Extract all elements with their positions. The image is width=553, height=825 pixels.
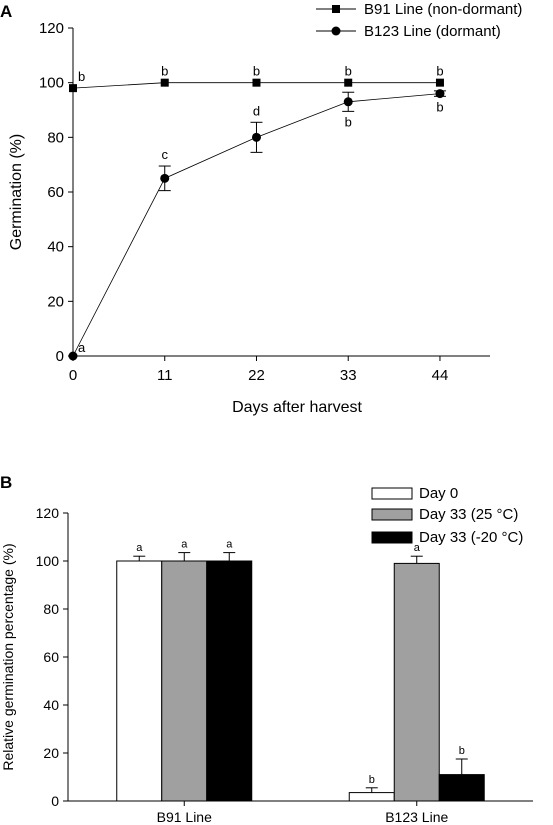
chart-b-bar bbox=[161, 560, 208, 802]
chart-a-legend: B91 Line (non-dormant) B123 Line (dorman… bbox=[316, 1, 522, 40]
chart-b-sig-letter: a bbox=[226, 539, 233, 551]
chart-b-sig-letter: b bbox=[459, 745, 465, 757]
chart-a-sig-letter: b bbox=[161, 64, 168, 79]
chart-a: 0 20 40 60 80 100 120 0 11 22 33 44 b b b b b a c d b b bbox=[39, 20, 490, 384]
chart-a-sig-letter: c bbox=[161, 147, 168, 162]
chart-a-y-tick-label: 0 bbox=[56, 348, 64, 365]
chart-a-sig-letter: a bbox=[78, 340, 86, 355]
chart-b-y-tick-label: 60 bbox=[43, 649, 59, 665]
chart-a-point-square bbox=[435, 78, 444, 87]
chart-a-point-circle bbox=[435, 89, 445, 99]
chart-a-y-title: Germination (%) bbox=[8, 134, 25, 250]
chart-a-sig-letter: b bbox=[345, 64, 352, 79]
legend-b-label-1: Day 0 bbox=[419, 485, 458, 502]
chart-a-sig-letter: b bbox=[436, 64, 443, 79]
chart-a-sig-letter: d bbox=[253, 103, 260, 118]
chart-a-sig-letter: b bbox=[253, 64, 260, 79]
chart-b-y-tick-label: 0 bbox=[51, 793, 59, 809]
legend-a-label-2: B123 Line (dormant) bbox=[364, 23, 501, 40]
legend-b-swatch-2 bbox=[371, 508, 413, 521]
chart-b-sig-letter: a bbox=[181, 539, 188, 551]
chart-b-bar bbox=[206, 560, 253, 802]
legend-a-square-marker bbox=[332, 5, 340, 13]
chart-a-point-square bbox=[69, 84, 77, 93]
panel-b-letter: B bbox=[0, 473, 12, 492]
chart-b-category-label: B123 Line bbox=[385, 809, 448, 825]
chart-a-sig-letter: b bbox=[345, 114, 352, 129]
chart-a-y-tick-label: 120 bbox=[39, 20, 64, 37]
chart-a-point-circle bbox=[251, 132, 261, 142]
chart-a-x-title: Days after harvest bbox=[232, 399, 362, 416]
chart-b-sig-letter: a bbox=[414, 542, 421, 554]
chart-b-legend: Day 0 Day 33 (25 °C) Day 33 (-20 °C) bbox=[371, 485, 523, 546]
chart-a-sig-letter: b bbox=[78, 69, 85, 84]
chart-b-y-title: Relative germination percentage (%) bbox=[0, 543, 16, 770]
chart-a-y-tick-label: 100 bbox=[39, 75, 64, 92]
legend-b-swatch-1 bbox=[371, 487, 413, 500]
legend-b-label-2: Day 33 (25 °C) bbox=[419, 506, 518, 523]
chart-b: 0 20 40 60 80 100 120 B91 Line a a a B123 Line b a b bbox=[36, 505, 533, 825]
chart-b-sig-letter: a bbox=[136, 542, 143, 554]
chart-b-y-tick-label: 20 bbox=[43, 745, 59, 761]
chart-a-point-square bbox=[252, 78, 261, 87]
legend-b-label-3: Day 33 (-20 °C) bbox=[419, 529, 523, 546]
chart-a-point-circle bbox=[68, 351, 78, 361]
chart-a-x-tick-label: 0 bbox=[69, 367, 77, 384]
chart-b-y-tick-label: 120 bbox=[36, 505, 60, 521]
chart-b-y-tick-label: 100 bbox=[36, 553, 60, 569]
chart-b-bar bbox=[438, 774, 485, 802]
chart-a-x-tick-label: 33 bbox=[340, 367, 357, 384]
legend-a-circle-marker bbox=[331, 26, 341, 36]
chart-b-bar bbox=[116, 560, 163, 802]
chart-b-y-tick-label: 40 bbox=[43, 697, 59, 713]
chart-a-y-tick-label: 20 bbox=[47, 293, 64, 310]
chart-b-category-label: B91 Line bbox=[157, 809, 212, 825]
legend-a-label-1: B91 Line (non-dormant) bbox=[364, 1, 522, 18]
chart-a-sig-letter: b bbox=[436, 99, 443, 114]
chart-b-bar bbox=[393, 562, 440, 802]
chart-a-point-square bbox=[160, 78, 169, 87]
chart-a-y-tick-label: 40 bbox=[47, 239, 64, 256]
chart-a-x-tick-label: 22 bbox=[248, 367, 265, 384]
chart-a-y-tick-label: 60 bbox=[47, 184, 64, 201]
chart-b-y-tick-label: 80 bbox=[43, 601, 59, 617]
chart-a-x-tick-label: 11 bbox=[157, 367, 173, 384]
legend-b-swatch-3 bbox=[371, 531, 413, 544]
chart-a-point-circle bbox=[343, 97, 353, 107]
chart-b-bar bbox=[348, 792, 395, 802]
chart-a-point-circle bbox=[160, 173, 170, 183]
chart-a-point-square bbox=[344, 78, 353, 87]
panel-a-letter: A bbox=[0, 2, 12, 21]
chart-b-sig-letter: b bbox=[369, 774, 375, 786]
chart-a-y-tick-label: 80 bbox=[47, 129, 64, 146]
chart-a-x-tick-label: 44 bbox=[432, 367, 449, 384]
